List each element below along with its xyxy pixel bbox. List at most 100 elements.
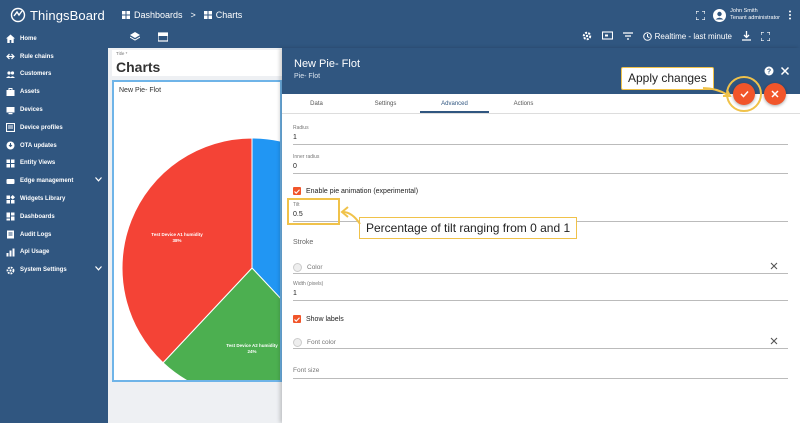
- breadcrumb: Dashboards > Charts: [122, 10, 242, 20]
- color-swatch-icon: [293, 338, 302, 347]
- page-title: Charts: [116, 59, 161, 75]
- stroke-color-field[interactable]: Color: [293, 262, 788, 274]
- inner-radius-value: 0: [293, 163, 297, 170]
- user-name: John Smith: [730, 8, 758, 14]
- edge-icon: [6, 177, 15, 186]
- stroke-width-label: Width (pixels): [293, 281, 324, 287]
- clear-icon[interactable]: [770, 262, 778, 270]
- sidebar-item-audit-logs[interactable]: Audit Logs: [0, 226, 108, 244]
- sidebar-item-home[interactable]: Home: [0, 30, 108, 48]
- pie-widget[interactable]: New Pie- Flot Test Device A2 humidity 24%…: [112, 80, 282, 382]
- clock-icon: [642, 31, 652, 41]
- panel-title: New Pie- Flot: [294, 58, 361, 70]
- dashboard-area: Title * Charts New Pie- Flot Test Device…: [108, 48, 282, 423]
- pie-slice-label: Test Device A2 humidity 24%: [212, 343, 280, 355]
- pie-slice-1: [121, 137, 253, 364]
- breadcrumb-current: Charts: [203, 10, 242, 20]
- apply-arrow-icon: [702, 87, 732, 97]
- close-icon[interactable]: [780, 66, 790, 76]
- chevron-down-icon[interactable]: [95, 266, 102, 272]
- show-labels-label: Show labels: [306, 315, 344, 323]
- tilt-label: Tilt: [293, 202, 300, 208]
- fullscreen-icon[interactable]: [696, 10, 706, 20]
- thingsboard-logo-icon: [10, 7, 26, 23]
- fullscreen-icon[interactable]: [761, 31, 770, 41]
- clear-icon[interactable]: [770, 337, 778, 345]
- sidebar-item-rule-chains[interactable]: Rule chains: [0, 48, 108, 66]
- close-icon: [771, 90, 779, 98]
- sidebar-item-label: Audit Logs: [20, 231, 52, 238]
- sidebar-item-system-settings[interactable]: System Settings: [0, 261, 108, 279]
- show-labels-checkbox[interactable]: Show labels: [293, 315, 344, 323]
- stroke-width-field[interactable]: Width (pixels) 1: [293, 281, 788, 301]
- radius-label: Radius: [293, 125, 309, 131]
- stroke-color-placeholder: Color: [307, 264, 323, 271]
- slice-percent: 24%: [247, 348, 257, 354]
- radius-field[interactable]: Radius 1: [293, 125, 788, 145]
- tab-advanced[interactable]: Advanced: [420, 94, 489, 113]
- font-color-field[interactable]: Font color: [293, 337, 788, 349]
- account-icon: [713, 8, 727, 22]
- chevron-down-icon[interactable]: [95, 177, 102, 183]
- sidebar-item-dashboards[interactable]: Dashboards: [0, 208, 108, 226]
- sidebar-item-label: Device profiles: [20, 124, 63, 131]
- filter-icon[interactable]: [622, 31, 633, 41]
- sidebar-item-entity-views[interactable]: Entity Views: [0, 155, 108, 173]
- sidebar-item-customers[interactable]: Customers: [0, 66, 108, 84]
- apply-changes-button[interactable]: [733, 83, 755, 105]
- timewindow[interactable]: Realtime - last minute: [642, 31, 732, 41]
- app-name: ThingsBoard: [30, 7, 105, 23]
- tilt-value: 0.5: [293, 211, 303, 218]
- panel-subtitle: Pie- Flot: [294, 73, 321, 80]
- breadcrumb-dashboards[interactable]: Dashboards: [122, 10, 183, 20]
- top-bar: ThingsBoard Dashboards > Charts John Smi…: [0, 0, 800, 30]
- inner-radius-field[interactable]: Inner radius 0: [293, 154, 788, 174]
- entity-aliases-icon[interactable]: [158, 32, 168, 42]
- tab-settings[interactable]: Settings: [374, 101, 397, 107]
- tilt-highlight-box: [287, 198, 340, 225]
- api-usage-icon: [6, 248, 15, 257]
- sidebar-item-label: Home: [20, 35, 37, 42]
- rule-chain-icon: [6, 52, 15, 61]
- checkbox-checked-icon: [293, 315, 301, 323]
- entity-views-icon: [6, 159, 15, 168]
- logo[interactable]: ThingsBoard: [0, 7, 108, 23]
- tilt-callout: Percentage of tilt ranging from 0 and 1: [359, 217, 578, 239]
- font-size-placeholder: Font size: [293, 367, 320, 374]
- pie-animation-checkbox[interactable]: Enable pie animation (experimental): [293, 187, 418, 195]
- devices-icon: [6, 106, 15, 115]
- tab-actions[interactable]: Actions: [513, 101, 534, 107]
- font-size-field[interactable]: Font size: [293, 367, 788, 379]
- pie-slice-3: [251, 137, 280, 299]
- sidebar-item-widgets-library[interactable]: Widgets Library: [0, 190, 108, 208]
- gear-icon[interactable]: [582, 31, 592, 41]
- discard-changes-button[interactable]: [764, 83, 786, 105]
- pie-animation-label: Enable pie animation (experimental): [306, 187, 419, 195]
- sidebar-item-device-profiles[interactable]: Device profiles: [0, 119, 108, 137]
- breadcrumb-separator: >: [190, 10, 196, 20]
- download-icon[interactable]: [742, 31, 751, 41]
- sidebar: Home Rule chains Customers Assets Devices Dev…: [0, 30, 108, 423]
- monitor-icon[interactable]: [601, 31, 613, 41]
- layers-icon[interactable]: [130, 32, 140, 42]
- pie-slice-label: Test Device A1 humidity 38%: [137, 232, 217, 244]
- tab-data[interactable]: Data: [310, 101, 323, 107]
- home-icon: [6, 34, 15, 44]
- help-icon[interactable]: ?: [764, 66, 774, 76]
- sidebar-item-ota-updates[interactable]: OTA updates: [0, 137, 108, 155]
- more-vert-icon[interactable]: [788, 10, 792, 20]
- radius-value: 1: [293, 134, 297, 141]
- sidebar-item-assets[interactable]: Assets: [0, 83, 108, 101]
- customers-icon: [6, 70, 15, 79]
- sidebar-item-devices[interactable]: Devices: [0, 101, 108, 119]
- apply-changes-callout: Apply changes: [621, 67, 714, 90]
- sidebar-item-label: Rule chains: [20, 53, 54, 60]
- sidebar-item-edge-management[interactable]: Edge management: [0, 172, 108, 190]
- sidebar-item-label: Assets: [20, 89, 40, 96]
- checkbox-checked-icon: [293, 187, 301, 195]
- tilt-arrow-icon: [340, 206, 361, 225]
- user-menu[interactable]: John Smith Tenant administrator: [713, 8, 780, 22]
- check-icon: [739, 90, 749, 98]
- dashboards-icon: [122, 11, 130, 19]
- sidebar-item-api-usage[interactable]: Api Usage: [0, 244, 108, 262]
